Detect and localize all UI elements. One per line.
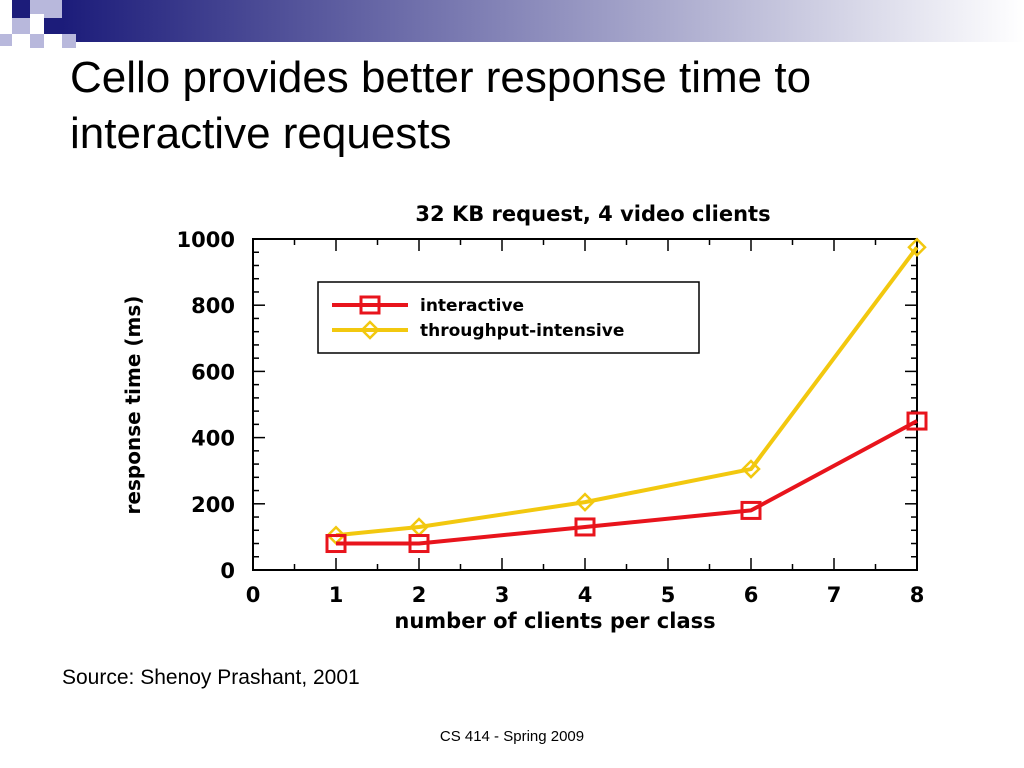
deco-square bbox=[30, 34, 44, 48]
y-tick-labels: 0 200 400 600 800 1000 bbox=[177, 228, 235, 583]
x-tick-label: 0 bbox=[246, 583, 261, 607]
deco-square bbox=[12, 0, 30, 18]
series-line bbox=[336, 419, 918, 546]
data-point bbox=[907, 237, 927, 258]
data-point bbox=[740, 500, 762, 520]
x-tick-label: 8 bbox=[910, 583, 925, 607]
chart-title: 32 KB request, 4 video clients bbox=[415, 202, 770, 226]
deco-square bbox=[30, 0, 44, 14]
x-tick-label: 7 bbox=[827, 583, 842, 607]
data-point bbox=[574, 517, 596, 537]
x-tick-label: 4 bbox=[578, 583, 593, 607]
y-tick-label: 400 bbox=[191, 427, 235, 451]
y-tick-label: 0 bbox=[220, 559, 235, 583]
data-point bbox=[906, 411, 928, 431]
y-tick-label: 200 bbox=[191, 493, 235, 517]
axis-ticks bbox=[252, 238, 918, 571]
y-tick-label: 600 bbox=[191, 360, 235, 384]
deco-square bbox=[44, 0, 62, 18]
header-decoration bbox=[0, 0, 1024, 48]
series-line bbox=[335, 246, 919, 538]
legend-label: interactive bbox=[420, 296, 524, 316]
data-point bbox=[408, 534, 430, 554]
slide-footer: CS 414 - Spring 2009 bbox=[439, 728, 585, 745]
y-tick-label: 1000 bbox=[177, 228, 235, 252]
x-tick-labels: 0 1 2 3 4 5 6 7 8 bbox=[246, 583, 925, 607]
legend-marker bbox=[360, 320, 380, 340]
x-axis-label: number of clients per class bbox=[394, 609, 715, 633]
data-point bbox=[325, 534, 347, 554]
x-tick-label: 2 bbox=[412, 583, 427, 607]
legend-entry: throughput-intensive bbox=[332, 320, 624, 341]
legend: interactive throughput-intensive bbox=[317, 281, 700, 354]
header-gradient-band bbox=[62, 0, 1024, 42]
source-citation: Source: Shenoy Prashant, 2001 bbox=[62, 666, 360, 689]
legend-marker bbox=[359, 295, 381, 315]
line-chart: 32 KB request, 4 video clients 0 1 2 3 4 5 6 7 8… bbox=[121, 202, 928, 633]
slide-title: Cello provides better response time to i… bbox=[70, 53, 812, 158]
x-tick-label: 1 bbox=[329, 583, 344, 607]
y-axis-label: response time (ms) bbox=[121, 296, 145, 515]
legend-box bbox=[317, 281, 700, 354]
series-layer bbox=[325, 237, 928, 554]
data-point bbox=[575, 492, 595, 512]
deco-square bbox=[62, 34, 76, 48]
legend-label: throughput-intensive bbox=[420, 321, 624, 341]
x-tick-label: 3 bbox=[495, 583, 510, 607]
deco-square bbox=[0, 34, 12, 46]
legend-entry: interactive bbox=[332, 295, 524, 316]
deco-square bbox=[44, 18, 62, 34]
series-interactive bbox=[325, 411, 928, 554]
data-point bbox=[741, 459, 761, 479]
deco-square bbox=[12, 18, 30, 34]
x-tick-label: 5 bbox=[661, 583, 676, 607]
x-tick-label: 6 bbox=[744, 583, 759, 607]
y-tick-label: 800 bbox=[191, 294, 235, 318]
